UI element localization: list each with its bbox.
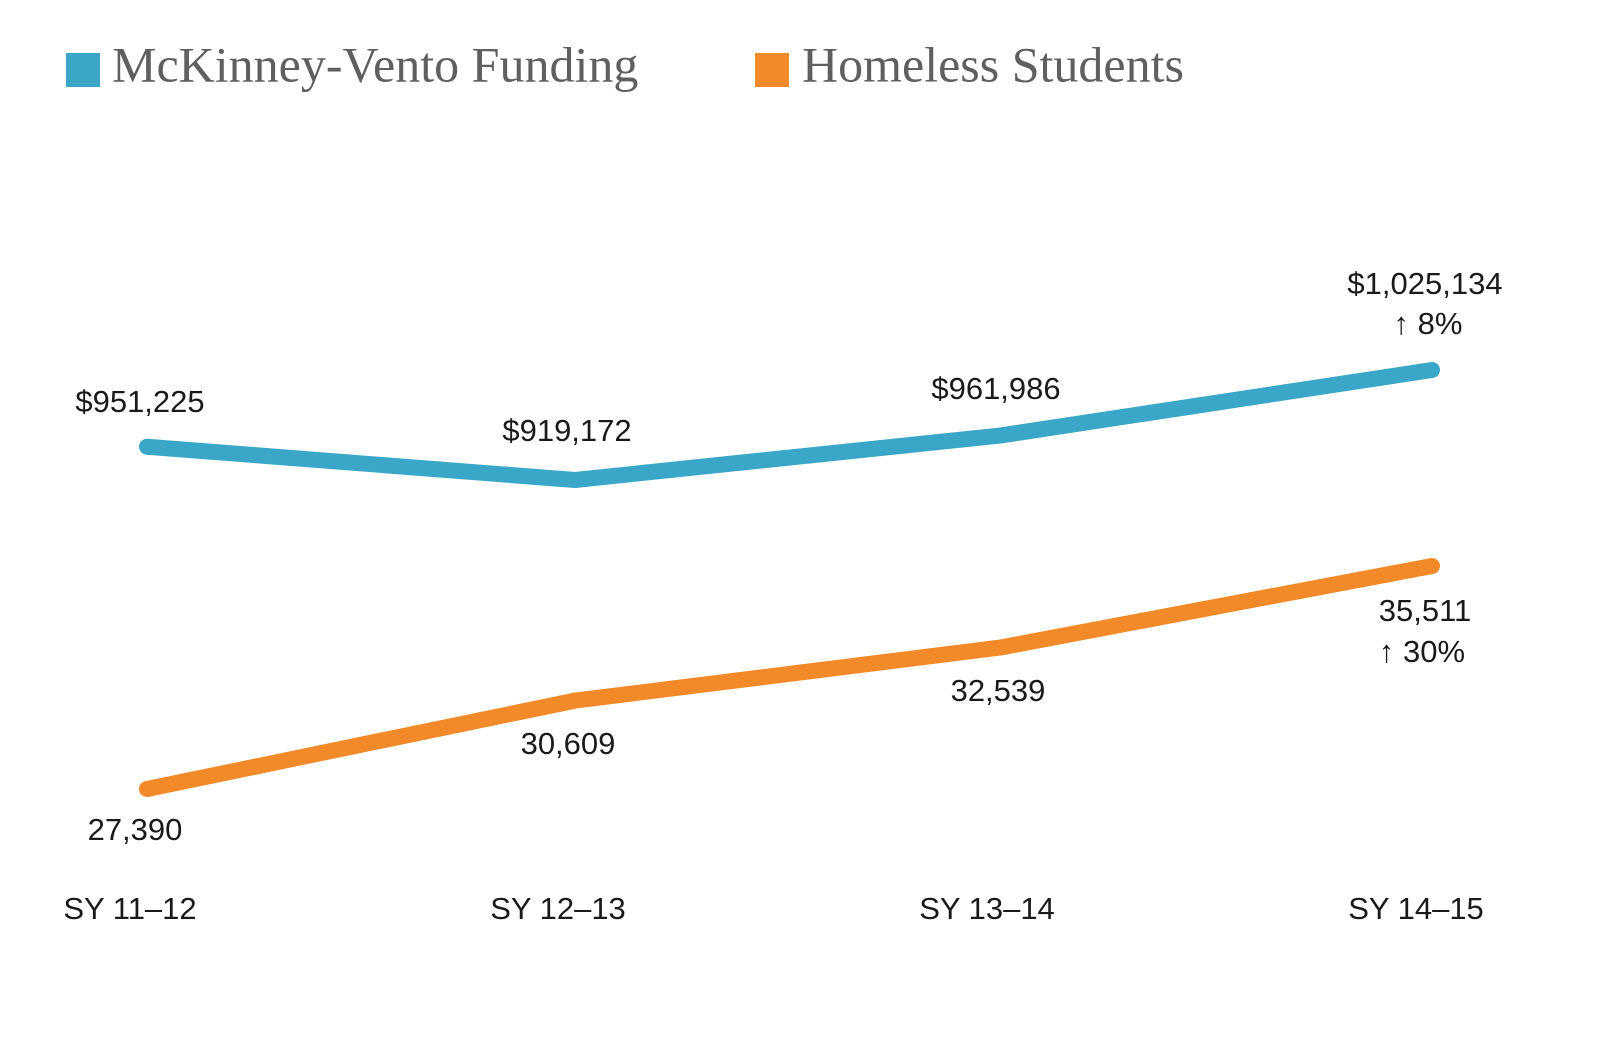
data-label: $919,172 (502, 413, 631, 448)
data-label: $961,986 (931, 371, 1060, 406)
x-tick-label: SY 11–12 (63, 891, 196, 926)
data-label: $951,225 (75, 384, 204, 419)
data-label: 30,609 (521, 726, 616, 761)
x-tick-label: SY 12–13 (490, 891, 626, 926)
series-line (139, 558, 1440, 797)
annotation: ↑ 8% (1394, 306, 1463, 341)
data-label: 32,539 (951, 673, 1046, 708)
legend-swatch (66, 53, 100, 87)
legend-label: McKinney-Vento Funding (112, 36, 638, 92)
x-tick-label: SY 13–14 (919, 891, 1055, 926)
x-tick-label: SY 14–15 (1348, 891, 1484, 926)
series-line (139, 362, 1440, 488)
data-label: 27,390 (88, 812, 183, 847)
legend-label: Homeless Students (802, 36, 1184, 92)
annotation: ↑ 30% (1379, 634, 1465, 669)
data-label: $1,025,134 (1347, 266, 1502, 301)
legend-swatch (755, 53, 789, 87)
data-label: 35,511 (1379, 593, 1472, 628)
